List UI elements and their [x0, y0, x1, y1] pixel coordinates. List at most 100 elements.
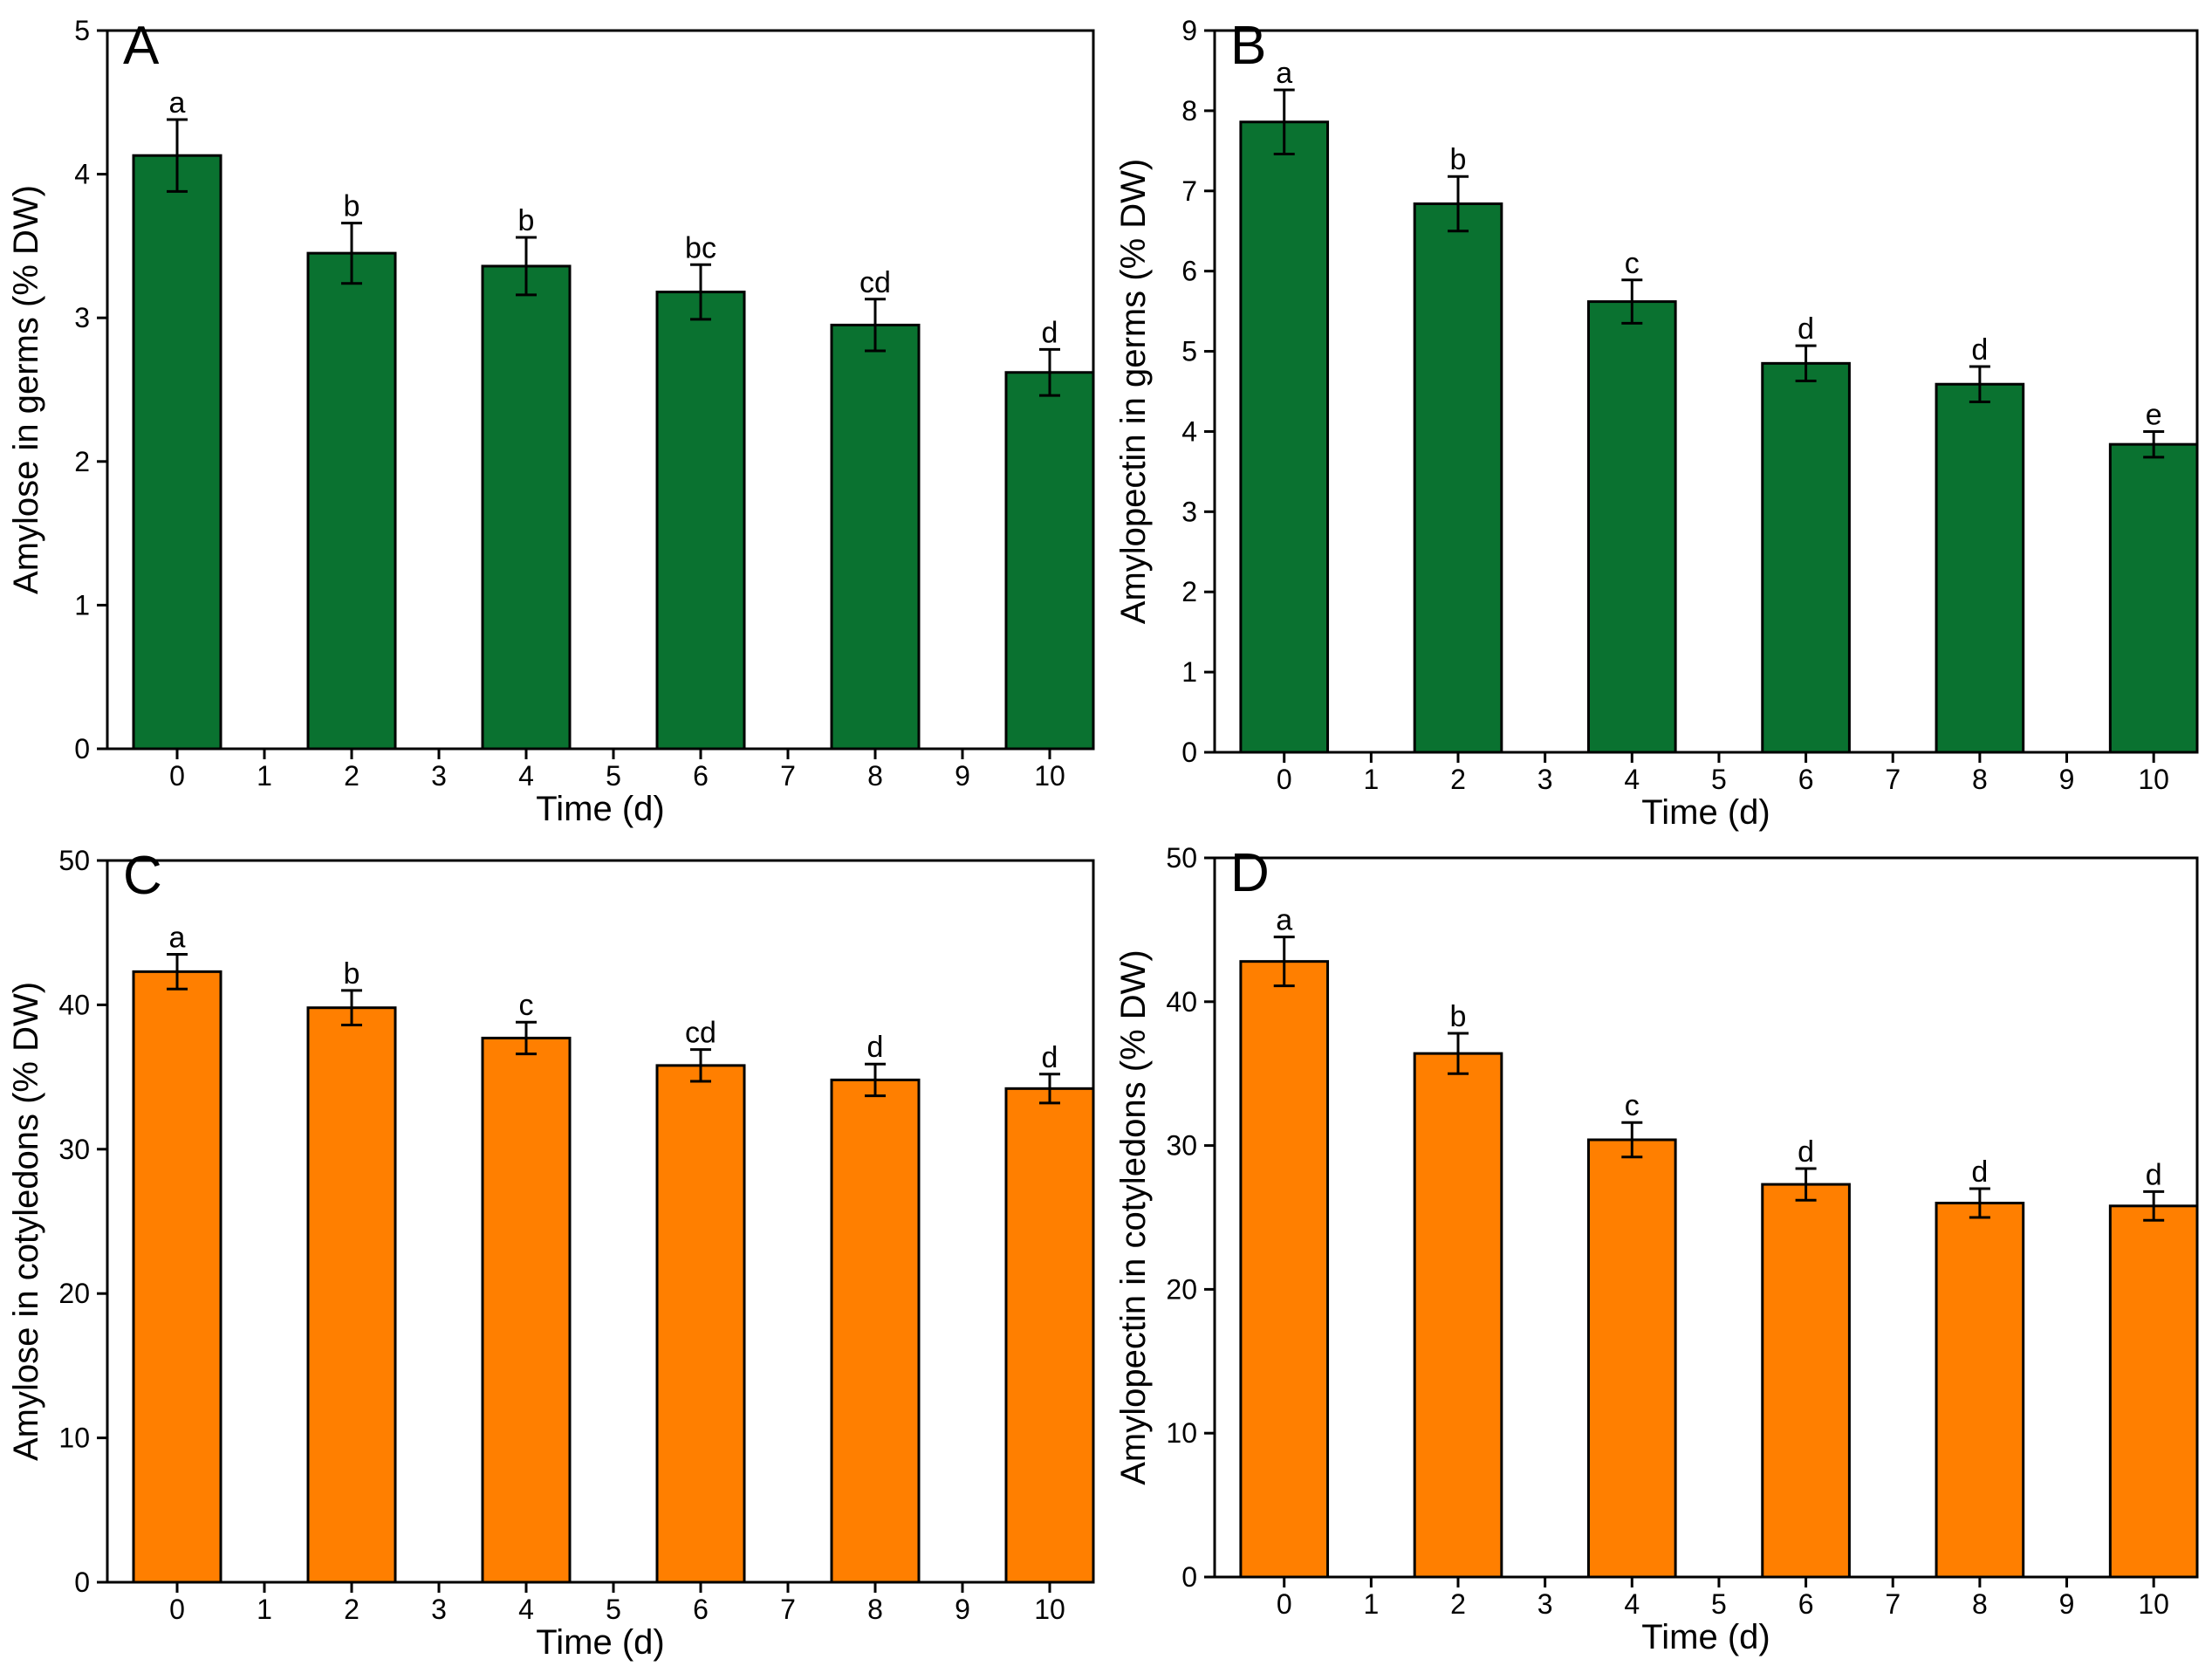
plot-frame: [1213, 856, 2199, 1579]
bar: [306, 1006, 397, 1584]
x-axis-label: Time (d): [1641, 1618, 1770, 1656]
x-tick-label: 0: [1277, 764, 1292, 795]
y-tick-label: 5: [1181, 336, 1197, 367]
x-tick-label: 1: [257, 1594, 272, 1625]
plot-frame: [106, 29, 1095, 751]
bar: [2108, 442, 2199, 754]
x-tick-label: 2: [1450, 764, 1466, 795]
bar: [132, 154, 223, 751]
bar: [481, 264, 572, 751]
bar: [1239, 960, 1330, 1579]
bar: [1413, 202, 1503, 754]
significance-letter: b: [518, 204, 535, 237]
x-tick-label: 10: [2138, 764, 2169, 795]
x-tick-label: 6: [1798, 764, 1814, 795]
bar: [2108, 1204, 2199, 1579]
x-tick-label: 8: [1972, 1588, 1988, 1620]
y-tick-label: 10: [58, 1423, 90, 1454]
x-tick-label: 6: [693, 1594, 709, 1625]
y-tick-label: 3: [74, 302, 90, 333]
significance-letter: d: [1042, 1041, 1058, 1074]
significance-letter: a: [1276, 57, 1292, 90]
x-axis-label: Time (d): [536, 1623, 664, 1662]
y-axis-label: Amylopectin in cotyledons (% DW): [1114, 950, 1153, 1485]
y-tick-label: 7: [1181, 175, 1197, 207]
x-tick-label: 9: [2059, 1588, 2075, 1620]
bar: [1004, 371, 1095, 751]
bar: [1761, 361, 1851, 754]
x-tick-label: 4: [518, 760, 534, 792]
panel-c: a b c cd d d 0 10 20 30 40 50 0 1 2 3 4 5 6 7 8 9 10 Time (d) Am…: [7, 845, 1095, 1662]
y-tick-label: 1: [74, 589, 90, 621]
x-tick-label: 9: [2059, 764, 2075, 795]
x-tick-label: 9: [955, 1594, 970, 1625]
y-tick-label: 6: [1181, 256, 1197, 287]
significance-letter: a: [169, 86, 186, 120]
x-tick-label: 3: [431, 760, 447, 792]
significance-letter: d: [1971, 1155, 1988, 1189]
x-tick-label: 4: [1624, 1588, 1640, 1620]
bar: [655, 291, 746, 751]
y-tick-label: 0: [1181, 1561, 1197, 1593]
y-tick-label: 20: [1166, 1273, 1197, 1305]
x-tick-label: 3: [1537, 764, 1553, 795]
significance-letter: d: [867, 1031, 884, 1064]
panel-letter: B: [1230, 16, 1266, 76]
bar: [132, 970, 223, 1584]
x-tick-label: 2: [344, 1594, 360, 1625]
x-axis-label: Time (d): [536, 790, 664, 828]
y-axis-label: Amylopectin in germs (% DW): [1114, 159, 1153, 624]
x-tick-label: 10: [1034, 1594, 1065, 1625]
x-tick-label: 4: [518, 1594, 534, 1625]
x-tick-label: 0: [169, 1594, 185, 1625]
panel-letter: D: [1230, 843, 1270, 903]
y-tick-label: 40: [58, 989, 90, 1020]
significance-letter: d: [1042, 316, 1058, 349]
y-axis-label: Amylose in cotyledons (% DW): [7, 982, 45, 1461]
bar: [1935, 1202, 2025, 1579]
x-tick-label: 4: [1624, 764, 1640, 795]
x-tick-label: 1: [257, 760, 272, 792]
x-tick-label: 0: [1277, 1588, 1292, 1620]
bar: [306, 251, 397, 751]
y-tick-label: 50: [1166, 842, 1197, 874]
bar: [1935, 382, 2025, 754]
x-tick-label: 1: [1363, 764, 1379, 795]
bar: [1239, 120, 1330, 754]
significance-letter: b: [1450, 1000, 1467, 1033]
significance-letter: b: [344, 190, 360, 223]
bar: [830, 323, 921, 751]
bar: [830, 1078, 921, 1584]
y-tick-label: 0: [74, 733, 90, 765]
x-axis-label: Time (d): [1641, 793, 1770, 832]
y-tick-label: 2: [1181, 576, 1197, 607]
x-tick-label: 3: [431, 1594, 447, 1625]
x-tick-label: 1: [1363, 1588, 1379, 1620]
plot-frame: [106, 859, 1095, 1584]
significance-letter: cd: [685, 1017, 716, 1050]
y-tick-label: 9: [1181, 15, 1197, 46]
y-tick-label: 4: [1181, 415, 1197, 447]
significance-letter: a: [1276, 904, 1292, 937]
significance-letter: cd: [859, 266, 891, 299]
x-tick-label: 7: [780, 1594, 796, 1625]
bar: [655, 1064, 746, 1584]
bar: [1761, 1183, 1851, 1579]
y-tick-label: 50: [58, 845, 90, 876]
plot-frame: [1213, 29, 2199, 754]
y-tick-label: 1: [1181, 656, 1197, 688]
x-tick-label: 8: [1972, 764, 1988, 795]
x-tick-label: 9: [955, 760, 970, 792]
x-tick-label: 5: [606, 1594, 621, 1625]
significance-letter: bc: [685, 231, 716, 264]
y-tick-label: 20: [58, 1278, 90, 1309]
significance-letter: c: [1625, 1089, 1640, 1122]
x-tick-label: 8: [867, 1594, 883, 1625]
x-tick-label: 5: [606, 760, 621, 792]
y-tick-label: 30: [58, 1134, 90, 1165]
significance-letter: c: [1625, 247, 1640, 280]
y-tick-label: 10: [1166, 1417, 1197, 1449]
panel-a: a b b bc cd d 0 1 2 3 4 5 0 1 2 3 4 5 6 7 8 9 10 Time (d) Amylos…: [7, 15, 1095, 828]
x-tick-label: 6: [1798, 1588, 1814, 1620]
